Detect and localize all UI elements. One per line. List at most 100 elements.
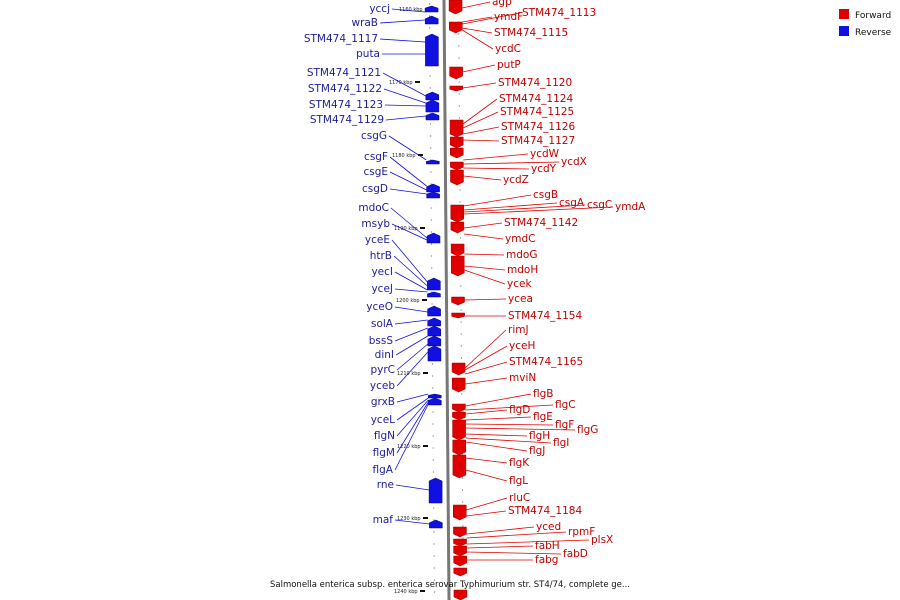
gene-stm474-1165: STM474_1165 xyxy=(465,356,583,375)
leader-line xyxy=(394,403,429,471)
leader-line xyxy=(391,239,428,283)
gene-label: flgH xyxy=(529,430,550,442)
gene-ycdy: ycdY xyxy=(463,163,557,175)
forward-feature xyxy=(450,204,465,223)
leader-line xyxy=(465,423,554,426)
kbp-label: 1230 kbp xyxy=(397,516,421,522)
legend: Forward Reverse xyxy=(839,9,892,38)
gene-stm474-1124: STM474_1124 xyxy=(462,93,573,125)
gene-label: putP xyxy=(497,59,521,71)
reverse-feature xyxy=(426,183,440,193)
gene-label: STM474_1154 xyxy=(508,310,582,322)
gene-maf: maf xyxy=(373,514,430,526)
leader-line xyxy=(385,115,427,121)
gene-plsx: plsX xyxy=(466,534,613,546)
gene-label: csgC xyxy=(587,199,612,211)
leader-line xyxy=(396,343,429,371)
gene-label: fabH xyxy=(535,540,560,552)
leader-line xyxy=(394,271,428,291)
gene-pyrc: pyrC xyxy=(370,343,429,376)
gene-label: rluC xyxy=(509,492,530,504)
leader-line xyxy=(465,469,508,482)
forward-feature xyxy=(452,411,466,421)
gene-stm474-1184: STM474_1184 xyxy=(466,505,582,517)
reverse-feature xyxy=(428,397,442,406)
reverse-feature xyxy=(427,317,441,327)
forward-feature xyxy=(450,255,465,277)
leader-line xyxy=(465,393,532,407)
forward-feature xyxy=(453,567,468,577)
gene-flgi: flgI xyxy=(465,437,569,449)
forward-feature xyxy=(453,589,468,600)
leader-line xyxy=(388,135,427,161)
forward-feature xyxy=(449,66,463,80)
leader-line xyxy=(465,427,576,431)
gene-yeci: yecI xyxy=(371,266,428,291)
leader-line xyxy=(463,139,500,142)
gene-label: fabg xyxy=(535,554,558,566)
gene-label: yceO xyxy=(366,301,393,313)
gene-stm474-1113: STM474_1113 xyxy=(462,7,596,25)
gene-agp: agp xyxy=(461,0,512,9)
gene-label: STM474_1122 xyxy=(308,83,382,95)
gene-flgh: flgH xyxy=(465,430,550,442)
gene-label: flgN xyxy=(374,430,395,442)
leader-line xyxy=(463,167,530,170)
kbp-tick xyxy=(423,445,428,447)
gene-label: STM474_1124 xyxy=(499,93,573,105)
gene-msyb: msyb xyxy=(361,218,428,241)
forward-feature xyxy=(450,243,465,257)
gene-label: mdoG xyxy=(506,249,537,261)
gene-csgg: csgG xyxy=(361,130,427,161)
leader-line xyxy=(464,269,506,285)
gene-label: STM474_1121 xyxy=(307,67,381,79)
reverse-feature xyxy=(425,112,440,121)
kbp-tick xyxy=(415,81,420,83)
leader-line xyxy=(464,253,505,256)
leader-line xyxy=(384,104,426,107)
forward-feature xyxy=(452,454,467,479)
gene-label: flgE xyxy=(533,411,553,423)
forward-feature xyxy=(452,403,466,413)
reverse-feature xyxy=(429,519,443,529)
gene-ycee: yceE xyxy=(365,234,428,283)
leader-line xyxy=(382,72,426,97)
kbp-tick xyxy=(423,372,428,374)
gene-label: yceE xyxy=(365,234,390,246)
gene-label: csgE xyxy=(363,166,388,178)
leader-line xyxy=(394,519,430,525)
gene-label: yecI xyxy=(371,266,393,278)
gene-ycdx: ycdX xyxy=(463,156,587,168)
gene-ymda: ymdA xyxy=(463,201,646,215)
leader-line xyxy=(396,397,429,421)
gene-label: flgM xyxy=(373,447,395,459)
leader-line xyxy=(465,377,508,385)
gene-label: flgF xyxy=(555,419,574,431)
gene-fabh: fabH xyxy=(466,540,560,552)
kbp-label: 1190 kbp xyxy=(394,226,418,232)
leader-line xyxy=(396,351,429,387)
legend-swatch-forward xyxy=(839,9,849,19)
forward-feature xyxy=(453,504,467,521)
leader-line xyxy=(383,88,426,104)
gene-label: STM474_1142 xyxy=(504,217,578,229)
reverse-feature xyxy=(424,5,439,13)
leader-line xyxy=(465,409,508,415)
kbp-tick xyxy=(422,299,427,301)
kbp-label: 1200 kbp xyxy=(396,298,420,304)
forward-feature xyxy=(450,161,464,171)
gene-stm474-1154: STM474_1154 xyxy=(464,310,582,322)
gene-label: rpmF xyxy=(568,526,595,538)
gene-label: STM474_1129 xyxy=(310,114,384,126)
gene-label: flgB xyxy=(533,388,553,400)
gene-label: csgG xyxy=(361,130,387,142)
gene-label: flgG xyxy=(577,424,598,436)
gene-stm474-1115: STM474_1115 xyxy=(462,27,568,39)
gene-label: wraB xyxy=(351,17,378,29)
leader-line xyxy=(465,361,508,375)
gene-label: bssS xyxy=(369,335,394,347)
gene-yceb: yceb xyxy=(370,351,429,392)
kbp-mark: 1220 kbp xyxy=(397,444,428,450)
leader-line xyxy=(465,437,552,444)
